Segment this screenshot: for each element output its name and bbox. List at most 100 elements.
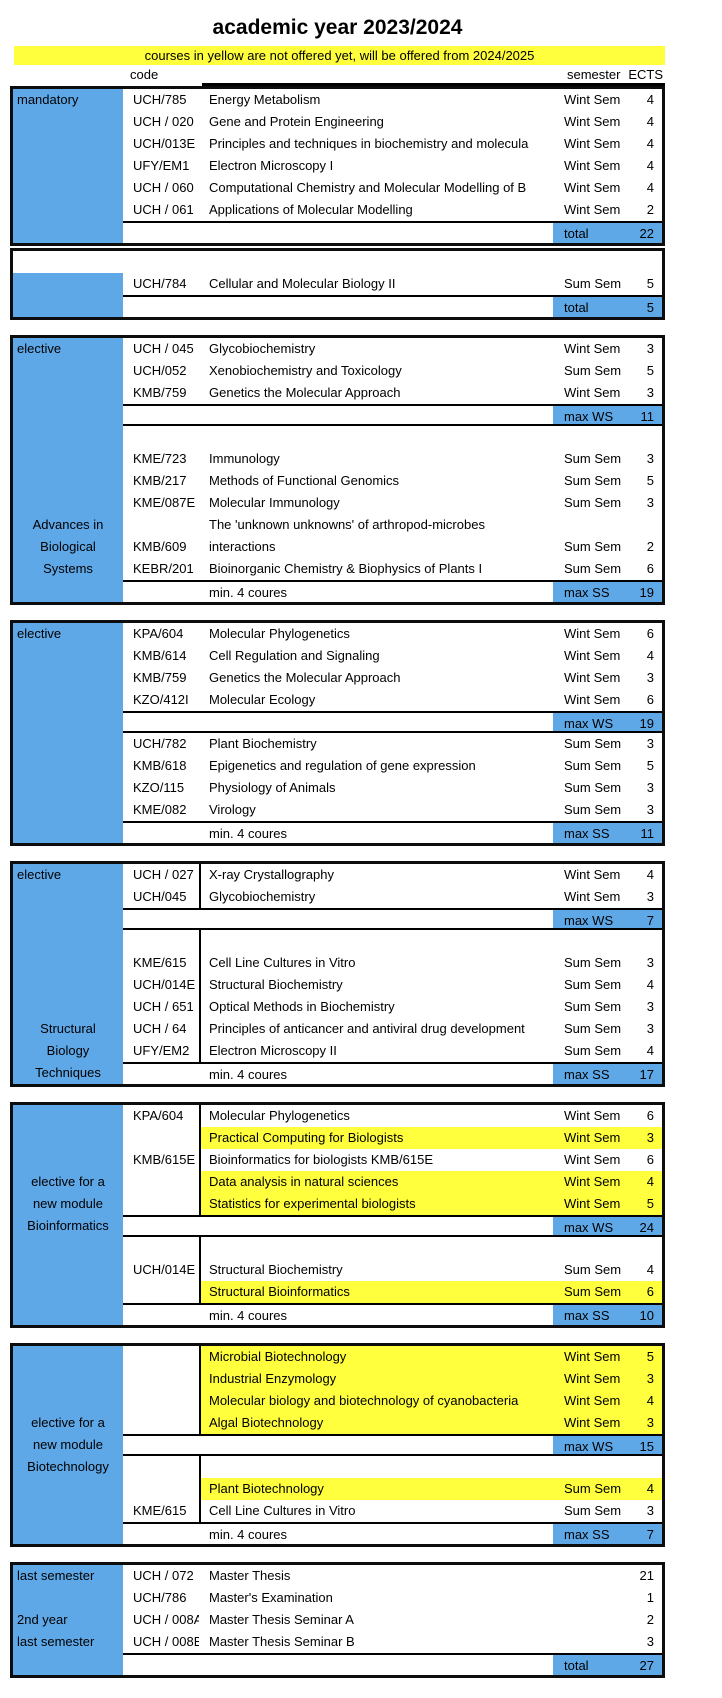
course-row: Molecular biology and biotechnology of c…	[123, 1390, 662, 1412]
summary-label: max WS	[564, 913, 614, 928]
summary-badge: max WS 19	[553, 713, 662, 731]
course-ects: 4	[646, 136, 654, 151]
course-semester: Sum Sem	[564, 1503, 622, 1518]
summary-row: total 27	[123, 1653, 662, 1675]
course-name: Physiology of Animals	[209, 780, 336, 795]
course-code: KZO/115	[133, 780, 185, 795]
course-ects: 5	[623, 1193, 662, 1215]
course-name: Structural Bioinformatics	[199, 1281, 553, 1303]
summary-badge: total 22	[553, 223, 662, 243]
summary-row: min. 4 coures max SS 17	[123, 1062, 662, 1084]
course-name: Master Thesis Seminar A	[209, 1612, 354, 1627]
course-semester: Sum Sem	[564, 276, 622, 291]
course-ects: 3	[623, 1412, 662, 1434]
course-row: KEBR/201 Bioinorganic Chemistry & Biophys…	[123, 558, 662, 580]
course-code: KME/723	[133, 451, 187, 466]
course-ects: 3	[646, 889, 654, 904]
spacer-row	[123, 251, 662, 273]
summary-note	[123, 1436, 553, 1454]
section-sidebar	[13, 89, 123, 243]
course-name: Xenobiochemistry and Toxicology	[209, 363, 402, 378]
course-ects	[623, 514, 662, 536]
course-code	[123, 1346, 199, 1368]
course-semester: Wint Sem	[564, 670, 621, 685]
course-row: Structural Bioinformatics Sum Sem 6	[123, 1281, 662, 1303]
summary-row: max WS 19	[123, 711, 662, 733]
course-code	[123, 1171, 199, 1193]
sidebar-label: Bioinformatics	[27, 1218, 109, 1233]
course-row: UCH / 060 Computational Chemistry and Mol…	[123, 177, 662, 199]
section-sidebar	[13, 864, 123, 1084]
summary-value: 24	[639, 1220, 654, 1235]
course-row: UCH / 061 Applications of Molecular Model…	[123, 199, 662, 221]
course-code	[123, 1237, 199, 1259]
course-code: KME/087E	[133, 495, 196, 510]
sidebar-label: elective	[17, 626, 62, 641]
yellow-legend-text: courses in yellow are not offered yet, w…	[144, 48, 535, 63]
summary-value: 7	[646, 913, 654, 928]
course-name: interactions	[209, 539, 276, 554]
course-code: UCH/784	[133, 276, 187, 291]
summary-label: max SS	[564, 826, 610, 841]
course-semester: Wint Sem	[564, 648, 621, 663]
course-code	[123, 1193, 199, 1215]
sidebar-label: Advances in	[32, 517, 104, 532]
course-name: Principles and techniques in biochemistr…	[209, 136, 529, 151]
course-semester: Sum Sem	[564, 955, 622, 970]
course-semester: Wint Sem	[564, 1152, 621, 1167]
course-row: UCH/052 Xenobiochemistry and Toxicology Su…	[123, 360, 662, 382]
course-ects: 4	[646, 1043, 654, 1058]
course-semester: Wint Sem	[553, 1412, 623, 1434]
sidebar-label: 2nd year	[17, 1612, 68, 1627]
sidebar-label: last semester	[17, 1634, 95, 1649]
course-semester	[553, 1631, 623, 1653]
course-semester: Wint Sem	[564, 114, 621, 129]
summary-note	[123, 1655, 553, 1675]
course-semester: Wint Sem	[553, 1127, 623, 1149]
course-code: KEBR/201	[133, 561, 194, 576]
section-sidebar	[13, 338, 123, 602]
course-code: UCH / 008A	[133, 1612, 199, 1627]
page-title: academic year 2023/2024	[212, 16, 463, 39]
course-row: Algal Biotechnology Wint Sem 3	[123, 1412, 662, 1434]
course-row: UFY/EM2 Electron Microscopy II Sum Sem 4	[123, 1040, 662, 1062]
course-semester	[553, 1587, 623, 1609]
course-code	[123, 514, 199, 536]
course-code: KMB/618	[133, 758, 187, 773]
course-ects: 3	[646, 999, 654, 1014]
course-row: UCH/785 Energy Metabolism Wint Sem 4	[123, 89, 662, 111]
section-rows: UCH / 072 Master Thesis 21 UCH/786 Master's …	[123, 1565, 662, 1675]
summary-row: max WS 15	[123, 1434, 662, 1456]
section-sidebar	[13, 623, 123, 843]
course-name: Molecular Immunology	[209, 495, 340, 510]
section-elective-molecular-biology: elective KPA/604 Molecular Phylogenetics Wi…	[10, 620, 665, 846]
course-ects: 3	[623, 1368, 662, 1390]
course-semester: Wint Sem	[553, 1390, 623, 1412]
course-code: UFY/EM1	[133, 158, 190, 173]
summary-badge: max SS 17	[553, 1064, 662, 1084]
course-name: Epigenetics and regulation of gene expre…	[209, 758, 476, 773]
course-code: UCH / 072	[133, 1568, 194, 1583]
summary-row: max WS 11	[123, 404, 662, 426]
course-row: UCH/782 Plant Biochemistry Sum Sem 3	[123, 733, 662, 755]
course-semester: Sum Sem	[564, 999, 622, 1014]
course-code: UCH/045	[133, 889, 187, 904]
course-code	[123, 426, 199, 448]
course-ects: 3	[646, 670, 654, 685]
course-row: KMB/615E Bioinformatics for biologists KM…	[123, 1149, 662, 1171]
sidebar-label: Techniques	[35, 1065, 101, 1080]
course-row: KME/615 Cell Line Cultures in Vitro Sum Se…	[123, 952, 662, 974]
course-row: KZO/412I Molecular Ecology Wint Sem 6	[123, 689, 662, 711]
section-sidebar	[13, 1105, 123, 1325]
section-rows: Microbial Biotechnology Wint Sem 5 Industri…	[123, 1346, 662, 1544]
course-semester: Wint Sem	[564, 341, 621, 356]
course-row: UCH/014E Structural Biochemistry Sum Sem 4	[123, 974, 662, 996]
course-row: UCH/013E Principles and techniques in bio…	[123, 133, 662, 155]
course-semester: Wint Sem	[553, 1346, 623, 1368]
course-name: Molecular Phylogenetics	[199, 1105, 553, 1127]
course-ects: 5	[646, 363, 654, 378]
course-ects: 3	[646, 736, 654, 751]
section-elective-new-module-biotechnology: elective for a new module Biotechnology Mic…	[10, 1343, 665, 1547]
spacer-row	[123, 930, 662, 952]
course-code: KMB/615E	[133, 1152, 196, 1167]
